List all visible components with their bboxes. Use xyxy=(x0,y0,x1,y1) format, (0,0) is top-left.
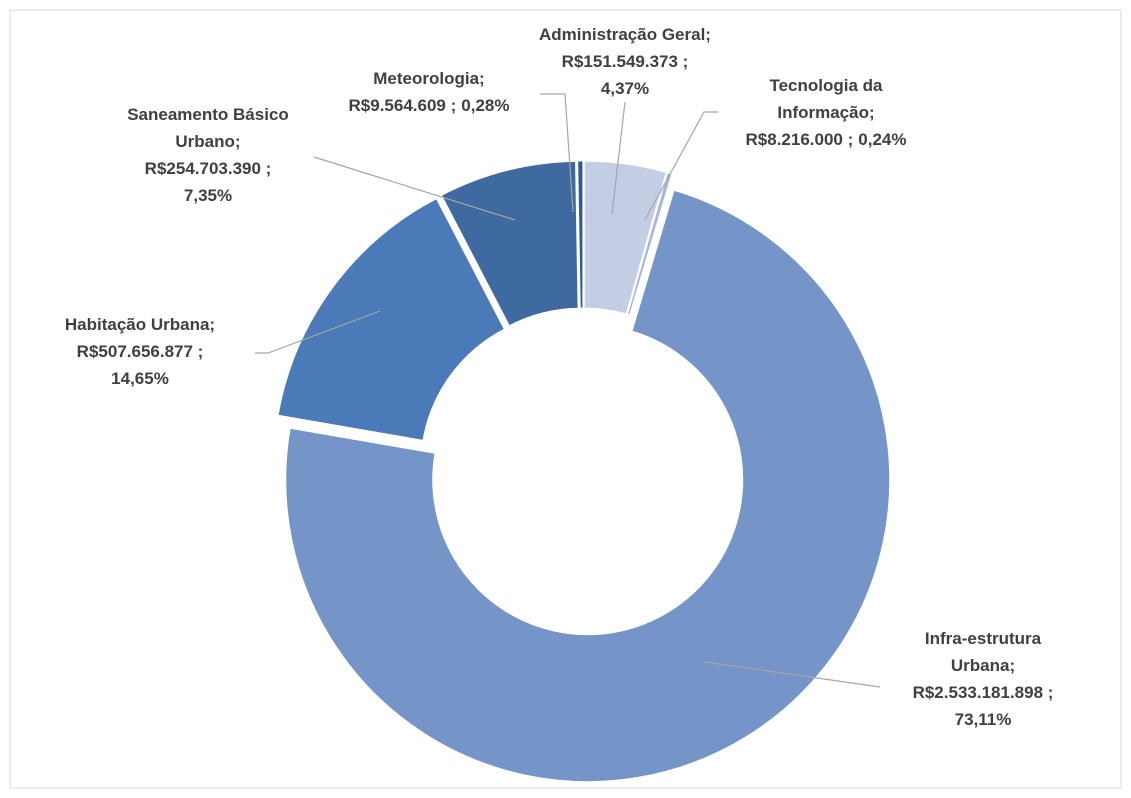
donut-slice xyxy=(440,160,579,327)
category-label: Administração Geral; xyxy=(539,25,711,44)
data-label-line: 7,35% xyxy=(184,186,232,205)
data-label-line: Administração Geral; xyxy=(539,25,711,44)
category-label: Habitação Urbana; xyxy=(65,315,215,334)
percent-label: 7,35% xyxy=(184,186,232,205)
data-label-line: R$2.533.181.898 ; xyxy=(913,683,1054,702)
data-label: Infra-estrutura Urbana; R$2.533.181.898 ; 7… xyxy=(913,629,1054,729)
category-label: Meteorologia; xyxy=(373,69,484,88)
percent-label: 4,37% xyxy=(601,79,649,98)
value-label: R$507.656.877 ; xyxy=(77,342,204,361)
data-label-line: 14,65% xyxy=(111,369,169,388)
category-label: Saneamento Básico xyxy=(127,105,289,124)
value-label: R$9.564.609 ; xyxy=(349,96,457,115)
percent-label: 14,65% xyxy=(111,369,169,388)
data-label: Habitação Urbana; R$507.656.877 ; 14,65% xyxy=(65,315,215,388)
leader-line xyxy=(255,310,381,354)
percent-label: 73,11% xyxy=(955,710,1012,729)
donut-slice xyxy=(577,160,584,309)
data-label-line: Meteorologia; xyxy=(373,69,484,88)
data-label-line: 4,37% xyxy=(601,79,649,98)
category-label: Tecnologia da xyxy=(769,76,883,95)
data-label-line: R$507.656.877 ; xyxy=(77,342,204,361)
leader-line xyxy=(644,111,718,221)
data-label-line: Infra-estrutura xyxy=(925,629,1042,648)
data-label-line: Saneamento Básico xyxy=(127,105,289,124)
data-label: Saneamento Básico Urbano; R$254.703.390 ; 7… xyxy=(127,105,289,205)
data-label-line: Urbana; xyxy=(951,656,1015,675)
data-label-line: R$151.549.373 ; xyxy=(562,52,689,71)
leader-line xyxy=(611,101,626,215)
data-label-line: Tecnologia da xyxy=(769,76,883,95)
donut-slice xyxy=(626,172,673,316)
data-label-line: Informação; xyxy=(777,103,874,122)
leader-line xyxy=(704,661,881,688)
data-label-line: R$9.564.609 ; 0,28% xyxy=(349,96,510,115)
category-label: Urbano; xyxy=(175,132,240,151)
data-label-line: Habitação Urbana; xyxy=(65,315,215,334)
data-label-line: 73,11% xyxy=(955,710,1012,729)
data-label: Meteorologia; R$9.564.609 ; 0,28% xyxy=(349,69,510,115)
donut-slice xyxy=(285,189,891,783)
value-label: R$8.216.000 ; xyxy=(746,130,854,149)
data-label: Administração Geral; R$151.549.373 ; 4,37% xyxy=(539,25,711,98)
donut-slice xyxy=(583,160,667,315)
percent-label: 0,24% xyxy=(858,130,906,149)
data-label-line: R$8.216.000 ; 0,24% xyxy=(746,130,907,149)
category-label: Infra-estrutura xyxy=(925,629,1042,648)
data-label-line: Urbano; xyxy=(175,132,240,151)
leader-line xyxy=(540,93,574,213)
category-label: Urbana; xyxy=(951,656,1015,675)
data-label-line: R$254.703.390 ; xyxy=(145,159,272,178)
value-label: R$2.533.181.898 ; xyxy=(913,683,1054,702)
value-label: R$254.703.390 ; xyxy=(145,159,272,178)
value-label: R$151.549.373 ; xyxy=(562,52,689,71)
percent-label: 0,28% xyxy=(461,96,509,115)
leader-line xyxy=(313,156,516,221)
category-label: Informação; xyxy=(777,103,874,122)
data-label: Tecnologia da Informação; R$8.216.000 ; 0,2… xyxy=(746,76,907,149)
